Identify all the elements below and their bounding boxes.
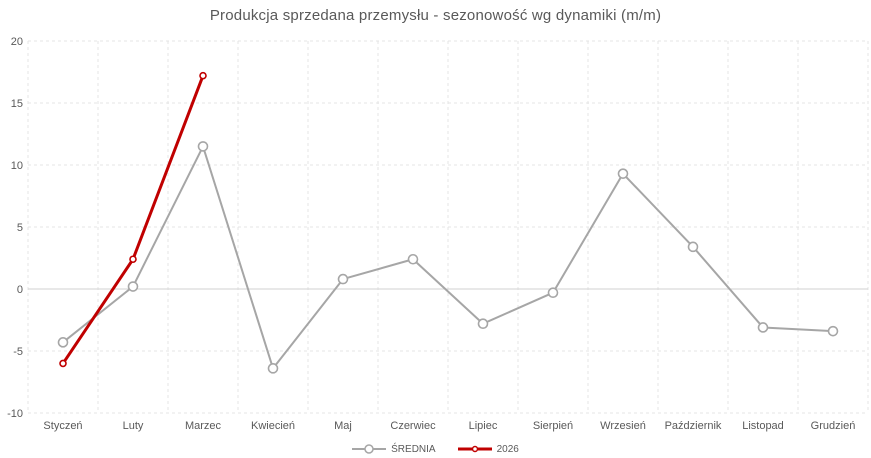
data-point-marker-średnia [337, 273, 349, 285]
data-point-marker-średnia [197, 141, 209, 152]
legend-item-2026[interactable]: 2026 [457, 443, 519, 455]
legend-marker-circle [471, 445, 478, 453]
x-tick-label: Listopad [742, 420, 784, 432]
chart-title: Produkcja sprzedana przemysłu - sezonowo… [209, 7, 662, 24]
y-tick-label: -5 [13, 346, 23, 358]
data-point-marker-średnia [127, 281, 139, 292]
y-tick-label: 0 [17, 284, 23, 296]
data-point-marker-średnia [547, 287, 559, 299]
data-point-marker-2026 [129, 255, 137, 264]
chart-legend: ŚREDNIA 2026 [0, 443, 871, 455]
legend-item-średnia[interactable]: ŚREDNIA [352, 443, 436, 455]
legend-marker-icon [457, 445, 492, 453]
legend-marker-icon [352, 444, 387, 454]
data-point-marker-średnia [617, 168, 629, 179]
x-tick-label: Wrzesień [600, 420, 646, 432]
legend-label: 2026 [496, 443, 519, 455]
data-point-marker-średnia [827, 325, 839, 337]
series-line-2026 [61, 74, 205, 365]
y-tick-label: -10 [7, 408, 23, 420]
data-point-marker-średnia [687, 241, 699, 253]
x-tick-label: Styczeń [43, 420, 82, 432]
x-tick-label: Kwiecień [251, 420, 295, 432]
data-point-marker-2026 [199, 71, 207, 80]
x-tick-label: Marzec [185, 420, 222, 432]
y-tick-label: 15 [11, 98, 23, 110]
data-point-marker-średnia [57, 337, 69, 348]
x-tick-label: Czerwiec [390, 420, 436, 432]
y-tick-label: 5 [17, 222, 23, 234]
x-tick-label: Luty [123, 420, 144, 432]
y-tick-label: 20 [11, 36, 23, 48]
data-point-marker-2026 [59, 359, 67, 368]
data-point-marker-średnia [267, 363, 279, 374]
x-tick-label: Grudzień [811, 420, 856, 432]
data-point-marker-średnia [477, 318, 489, 330]
data-point-marker-średnia [407, 253, 419, 265]
legend-label: ŚREDNIA [391, 443, 436, 455]
y-tick-label: 10 [11, 160, 23, 172]
data-point-marker-średnia [757, 322, 769, 333]
legend-marker-circle [364, 444, 374, 454]
x-tick-label: Październik [665, 420, 722, 432]
x-tick-label: Lipiec [469, 420, 498, 432]
x-tick-label: Maj [334, 420, 352, 432]
x-tick-label: Sierpień [533, 420, 573, 432]
series-line-średnia [62, 145, 834, 370]
